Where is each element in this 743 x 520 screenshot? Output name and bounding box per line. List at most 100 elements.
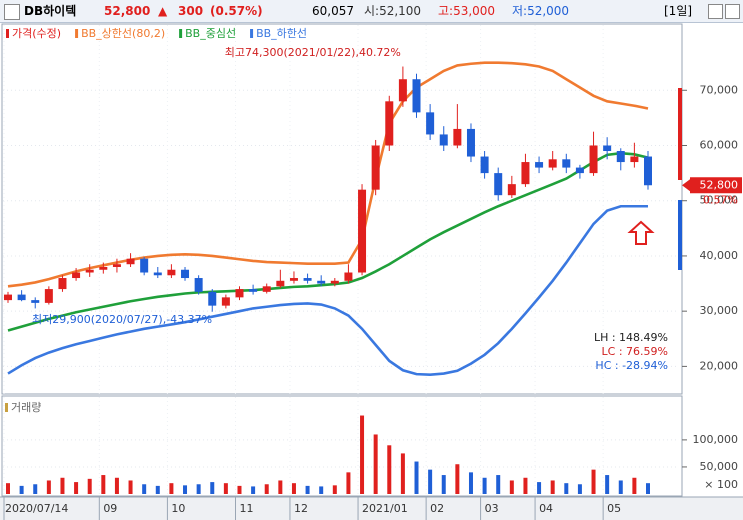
candle-body — [208, 291, 217, 306]
high-annotation: 최고74,300(2021/01/22),40.72% — [225, 46, 401, 59]
volume-bar — [46, 480, 51, 494]
axis-range-down — [678, 200, 682, 270]
low-annotation: 최저29,900(2020/07/27),-43.37% — [32, 313, 212, 326]
candle-body — [385, 101, 394, 146]
candle-body — [371, 145, 380, 190]
volume-bar — [305, 485, 310, 494]
y-tick-label: 50,000 — [700, 194, 739, 207]
volume-bar — [196, 484, 201, 494]
volume-bar — [87, 478, 92, 494]
y-tick-label: 40,000 — [700, 249, 739, 262]
volume-bar — [114, 477, 119, 494]
volume-bar — [210, 482, 215, 494]
candle-body — [644, 156, 652, 186]
candle-body — [494, 173, 503, 196]
volume-bar — [128, 480, 133, 494]
period[interactable]: [1일] — [664, 4, 693, 18]
candle-body — [126, 258, 135, 265]
volume-bar — [400, 453, 405, 494]
candle-body — [426, 112, 435, 135]
volume-bar — [183, 485, 188, 494]
candle-body — [412, 79, 421, 113]
volume-bar — [278, 480, 283, 494]
candle-body — [31, 300, 40, 303]
x-tick-label: 02 — [430, 502, 444, 515]
candle-body — [317, 280, 326, 284]
volume-bar — [428, 469, 433, 494]
volume-bar — [223, 483, 228, 494]
candle-body — [58, 278, 67, 290]
price: 52,800 — [104, 4, 151, 18]
candle-body — [535, 162, 544, 168]
legend-label: BB_상한선(80,2) — [81, 27, 165, 40]
candle-body — [507, 184, 516, 196]
volume-bar — [496, 475, 501, 494]
background — [0, 22, 743, 520]
volume-bar — [169, 483, 174, 494]
candle-body — [439, 134, 448, 146]
legend-label: BB_중심선 — [185, 27, 236, 40]
volume-bar — [332, 485, 337, 494]
y-tick-label: 30,000 — [700, 304, 739, 317]
volume-panel — [1, 395, 683, 497]
volume-bar — [319, 486, 324, 494]
stat-label: HC : -28.94% — [595, 359, 668, 372]
legend-marker — [75, 29, 79, 38]
menu-icon[interactable] — [4, 4, 20, 20]
volume-bar — [101, 475, 106, 494]
candle-body — [167, 269, 176, 276]
y-tick-label: 70,000 — [700, 83, 739, 96]
stock-name: DB하이텍 — [24, 4, 77, 18]
candle-body — [112, 264, 121, 267]
candle-body — [276, 280, 285, 287]
x-tick-label: 2020/07/14 — [5, 502, 68, 515]
candle-body — [221, 297, 230, 306]
close-button[interactable] — [725, 4, 740, 19]
y-tick-label: 60,000 — [700, 138, 739, 151]
legend-label: 가격(수정) — [12, 27, 61, 40]
candle-body — [466, 128, 475, 157]
volume-bar — [605, 475, 610, 494]
candle-body — [85, 269, 94, 273]
volume-bar — [155, 485, 160, 494]
stat-label: LH : 148.49% — [594, 331, 668, 344]
high: 고:53,000 — [438, 4, 496, 18]
volume-bar — [264, 484, 269, 494]
candle-body — [289, 278, 298, 281]
legend-marker — [6, 29, 9, 38]
candle-body — [589, 145, 598, 174]
volume-bar — [591, 469, 596, 494]
volume-bar — [550, 480, 555, 494]
volume-legend-marker — [5, 403, 8, 412]
y-tick-label: 50,000 — [700, 460, 739, 473]
candle-body — [330, 280, 339, 284]
volume-bar — [237, 485, 242, 494]
header: DB하이텍 52,800 ▲ 300 (0.57%) 60,057 시:52,1… — [0, 0, 743, 23]
volume: 60,057 — [312, 4, 354, 18]
candle-body — [548, 159, 557, 168]
arrow: ▲ — [158, 4, 168, 18]
volume-bar — [373, 434, 378, 494]
candle-body — [194, 278, 203, 292]
candle-body — [17, 294, 26, 301]
volume-bar — [577, 484, 582, 494]
x-tick-label: 09 — [103, 502, 117, 515]
volume-bar — [6, 483, 10, 494]
low: 저:52,000 — [512, 4, 570, 18]
stat-label: LC : 76.59% — [602, 345, 668, 358]
volume-bar — [564, 483, 569, 494]
volume-bar — [646, 483, 650, 494]
x-axis-bar — [0, 497, 743, 520]
candle-body — [358, 189, 367, 273]
volume-bar — [19, 485, 24, 494]
candle-body — [153, 272, 162, 276]
candle-body — [398, 79, 407, 102]
candle-body — [616, 151, 625, 163]
restore-button[interactable] — [708, 4, 723, 19]
x-tick-label: 12 — [294, 502, 308, 515]
candle-body — [72, 272, 81, 279]
x-tick-label: 03 — [485, 502, 499, 515]
volume-bar — [468, 472, 473, 494]
volume-bar — [414, 461, 419, 494]
candle-body — [575, 167, 584, 174]
